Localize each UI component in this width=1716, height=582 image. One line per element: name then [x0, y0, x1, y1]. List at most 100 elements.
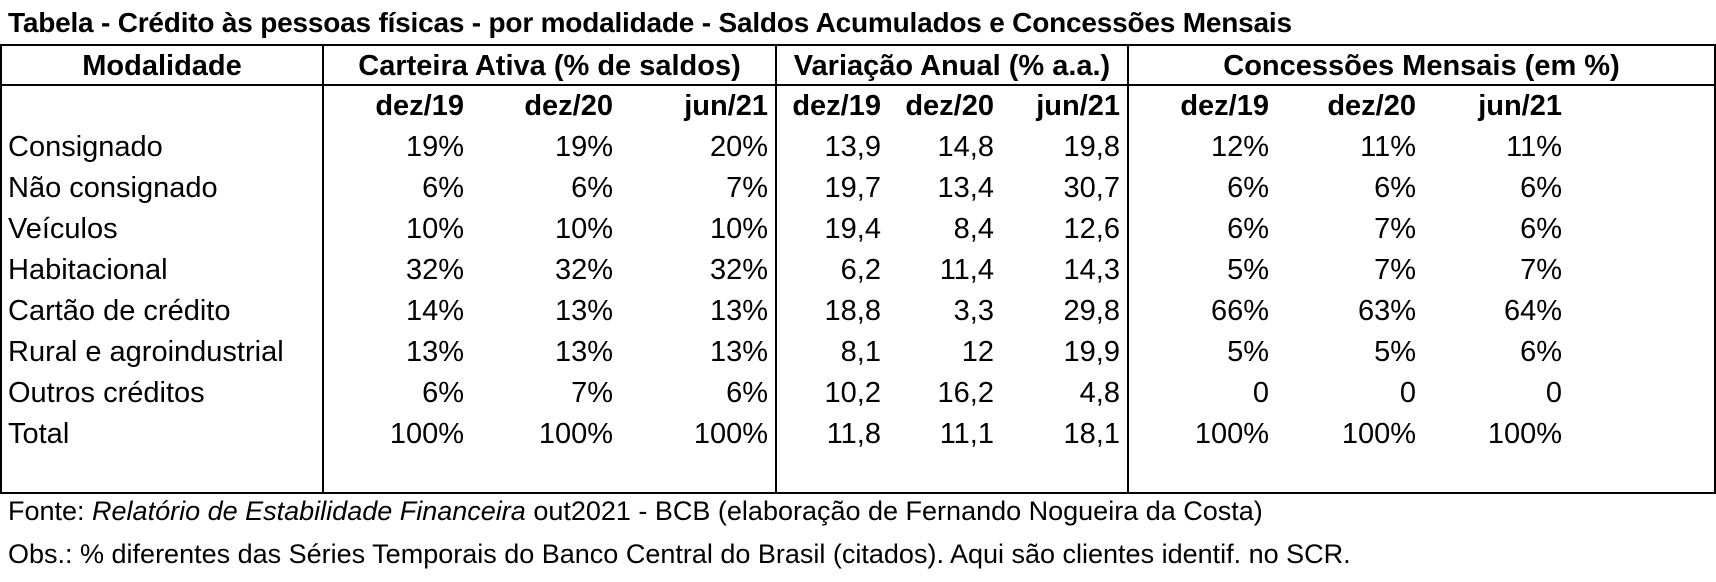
- row-label: Não consignado: [8, 172, 218, 204]
- period-header: dez/19: [375, 90, 464, 122]
- column-divider: [1127, 46, 1129, 492]
- table-cell: 13%: [709, 336, 768, 368]
- row-label: Total: [8, 418, 70, 450]
- table-cell: 6%: [1227, 213, 1269, 245]
- table-cell: 32%: [405, 254, 464, 286]
- table-cell: 0: [1252, 377, 1269, 409]
- period-header: dez/19: [792, 90, 881, 122]
- table-cell: 32%: [709, 254, 768, 286]
- table-cell: 5%: [1227, 254, 1269, 286]
- row-label: Consignado: [8, 131, 163, 163]
- table-cell: 100%: [1487, 418, 1562, 450]
- row-label: Outros créditos: [8, 377, 205, 409]
- row-label: Veículos: [8, 213, 118, 245]
- table-cell: 6%: [726, 377, 768, 409]
- table-cell: 29,8: [1063, 295, 1120, 327]
- table-cell: 19,8: [1063, 131, 1120, 163]
- table-cell: 13%: [405, 336, 464, 368]
- row-label: Cartão de crédito: [8, 295, 231, 327]
- table-cell: 32%: [554, 254, 613, 286]
- table-cell: 11%: [1360, 131, 1416, 163]
- table-cell: 18,1: [1063, 418, 1120, 450]
- table-title: Tabela - Crédito às pessoas físicas - po…: [8, 7, 1292, 38]
- table-cell: 12: [961, 336, 994, 368]
- table-cell: 4,8: [1079, 377, 1120, 409]
- table-cell: 64%: [1503, 295, 1562, 327]
- table-cell: 12,6: [1063, 213, 1120, 245]
- table-cell: 13,9: [824, 131, 881, 163]
- row-label: Rural e agroindustrial: [8, 336, 284, 368]
- table-cell: 11,8: [826, 418, 881, 450]
- source-prefix: Fonte:: [8, 496, 93, 526]
- table-cell: 7%: [726, 172, 768, 204]
- table-cell: 100%: [693, 418, 768, 450]
- observation-note: Obs.: % diferentes das Séries Temporais …: [8, 539, 1351, 569]
- table-cell: 19,4: [824, 213, 881, 245]
- table-cell: 10%: [554, 213, 613, 245]
- table-cell: 7%: [571, 377, 613, 409]
- credit-table: Modalidade Carteira Ativa (% de saldos) …: [0, 44, 1716, 494]
- table-cell: 5%: [1374, 336, 1416, 368]
- source-suffix: out2021 - BCB (elaboração de Fernando No…: [525, 496, 1263, 526]
- table-cell: 19,7: [824, 172, 881, 204]
- period-header: jun/21: [1036, 90, 1120, 122]
- table-cell: 20%: [709, 131, 768, 163]
- table-cell: 0: [1399, 377, 1416, 409]
- table-cell: 6%: [422, 377, 464, 409]
- table-cell: 5%: [1227, 336, 1269, 368]
- table-cell: 7%: [1520, 254, 1562, 286]
- table-cell: 6,2: [840, 254, 881, 286]
- table-cell: 13,4: [937, 172, 994, 204]
- table-cell: 100%: [1341, 418, 1416, 450]
- row-label: Habitacional: [8, 254, 168, 286]
- header-concessoes-mensais: Concessões Mensais (em %): [1223, 50, 1620, 82]
- table-cell: 100%: [1194, 418, 1269, 450]
- period-header: dez/20: [524, 90, 613, 122]
- table-cell: 10%: [405, 213, 464, 245]
- source-note: Fonte: Relatório de Estabilidade Finance…: [8, 491, 1263, 531]
- table-cell: 6%: [1520, 172, 1562, 204]
- table-cell: 13%: [709, 295, 768, 327]
- table-cell: 6%: [1520, 336, 1562, 368]
- period-header: dez/20: [905, 90, 994, 122]
- table-cell: 11%: [1506, 131, 1562, 163]
- table-cell: 10%: [709, 213, 768, 245]
- table-cell: 13%: [554, 336, 613, 368]
- table-cell: 7%: [1374, 254, 1416, 286]
- table-cell: 100%: [538, 418, 613, 450]
- header-carteira-ativa: Carteira Ativa (% de saldos): [358, 50, 741, 82]
- table-cell: 12%: [1210, 131, 1269, 163]
- period-header: dez/19: [1180, 90, 1269, 122]
- table-cell: 13%: [554, 295, 613, 327]
- period-header: jun/21: [684, 90, 768, 122]
- table-cell: 6%: [1374, 172, 1416, 204]
- table-cell: 100%: [389, 418, 464, 450]
- table-cell: 6%: [1520, 213, 1562, 245]
- table-cell: 14,8: [937, 131, 994, 163]
- table-cell: 7%: [1374, 213, 1416, 245]
- period-header: dez/20: [1327, 90, 1416, 122]
- table-cell: 16,2: [937, 377, 994, 409]
- header-modalidade: Modalidade: [82, 50, 242, 82]
- period-header: jun/21: [1478, 90, 1562, 122]
- column-divider: [775, 46, 777, 492]
- table-cell: 14,3: [1063, 254, 1120, 286]
- table-cell: 11,1: [939, 418, 994, 450]
- table-cell: 0: [1545, 377, 1562, 409]
- table-cell: 19,9: [1063, 336, 1120, 368]
- table-cell: 18,8: [824, 295, 881, 327]
- table-cell: 6%: [571, 172, 613, 204]
- header-variacao-anual: Variação Anual (% a.a.): [793, 50, 1111, 82]
- header-divider: [2, 84, 1714, 86]
- table-cell: 8,1: [840, 336, 881, 368]
- table-cell: 30,7: [1063, 172, 1120, 204]
- table-cell: 10,2: [824, 377, 881, 409]
- table-cell: 14%: [405, 295, 464, 327]
- table-cell: 11,4: [939, 254, 994, 286]
- table-cell: 63%: [1357, 295, 1416, 327]
- table-cell: 66%: [1210, 295, 1269, 327]
- table-cell: 6%: [1227, 172, 1269, 204]
- table-cell: 6%: [422, 172, 464, 204]
- table-cell: 8,4: [953, 213, 994, 245]
- column-divider: [322, 46, 324, 492]
